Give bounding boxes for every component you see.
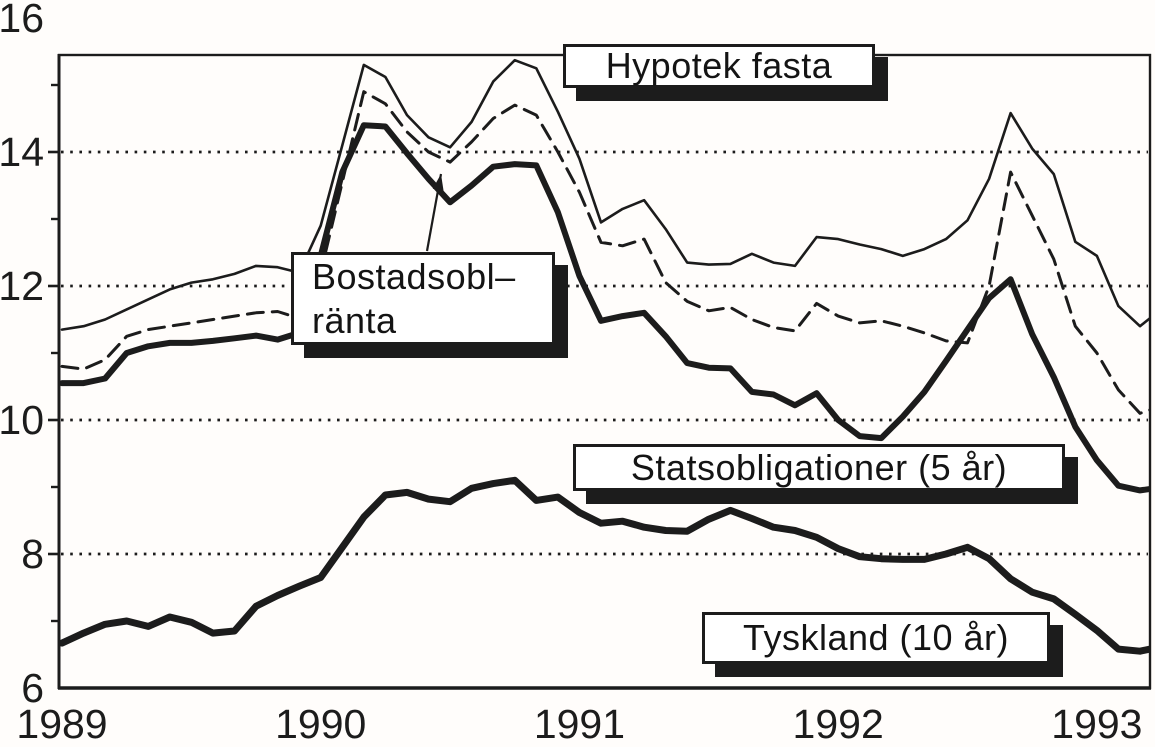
x-axis-label-1993: 1993 — [1051, 701, 1142, 747]
x-axis-label-1989: 1989 — [16, 701, 107, 747]
y-axis-label-12: 12 — [0, 263, 44, 309]
annotation-statsobligationer-label: Statsobligationer (5 år) — [630, 446, 1008, 488]
series-line-3-tyskland-10-r- — [60, 476, 1149, 655]
annotation-bostadsobl-line2: ränta — [312, 299, 397, 341]
annotation-statsobligationer: Statsobligationer (5 år) — [573, 444, 1065, 491]
plot-frame — [57, 53, 1152, 690]
x-axis-label-1992: 1992 — [793, 701, 884, 747]
y-axis-label-10: 10 — [0, 397, 44, 443]
x-axis-label-1991: 1991 — [534, 701, 625, 747]
annotation-bostadsobl-line1: Bostadsobl– — [312, 255, 516, 297]
annotation-tyskland: Tyskland (10 år) — [702, 612, 1050, 664]
x-axis-label-1990: 1990 — [275, 701, 366, 747]
annotation-tyskland-label: Tyskland (10 år) — [742, 617, 1010, 658]
y-axis-label-16: 16 — [0, 0, 44, 41]
annotation-hypotek-fasta: Hypotek fasta — [563, 44, 875, 88]
bostadsobl-arrow-head — [432, 174, 444, 191]
series-line-1-bostadsobl-r-nta — [60, 90, 1149, 415]
series-line-0-hypotek-fasta — [60, 58, 1149, 331]
annotation-bostadsobl-ranta: Bostadsobl– ränta — [291, 252, 555, 345]
series-line-2-statsobligationer-5-r- — [60, 122, 1149, 494]
annotation-hypotek-fasta-label: Hypotek fasta — [605, 45, 833, 86]
y-axis-label-8: 8 — [21, 531, 44, 577]
y-axis-label-14: 14 — [0, 129, 44, 175]
y-axis-label-6: 6 — [21, 665, 44, 711]
